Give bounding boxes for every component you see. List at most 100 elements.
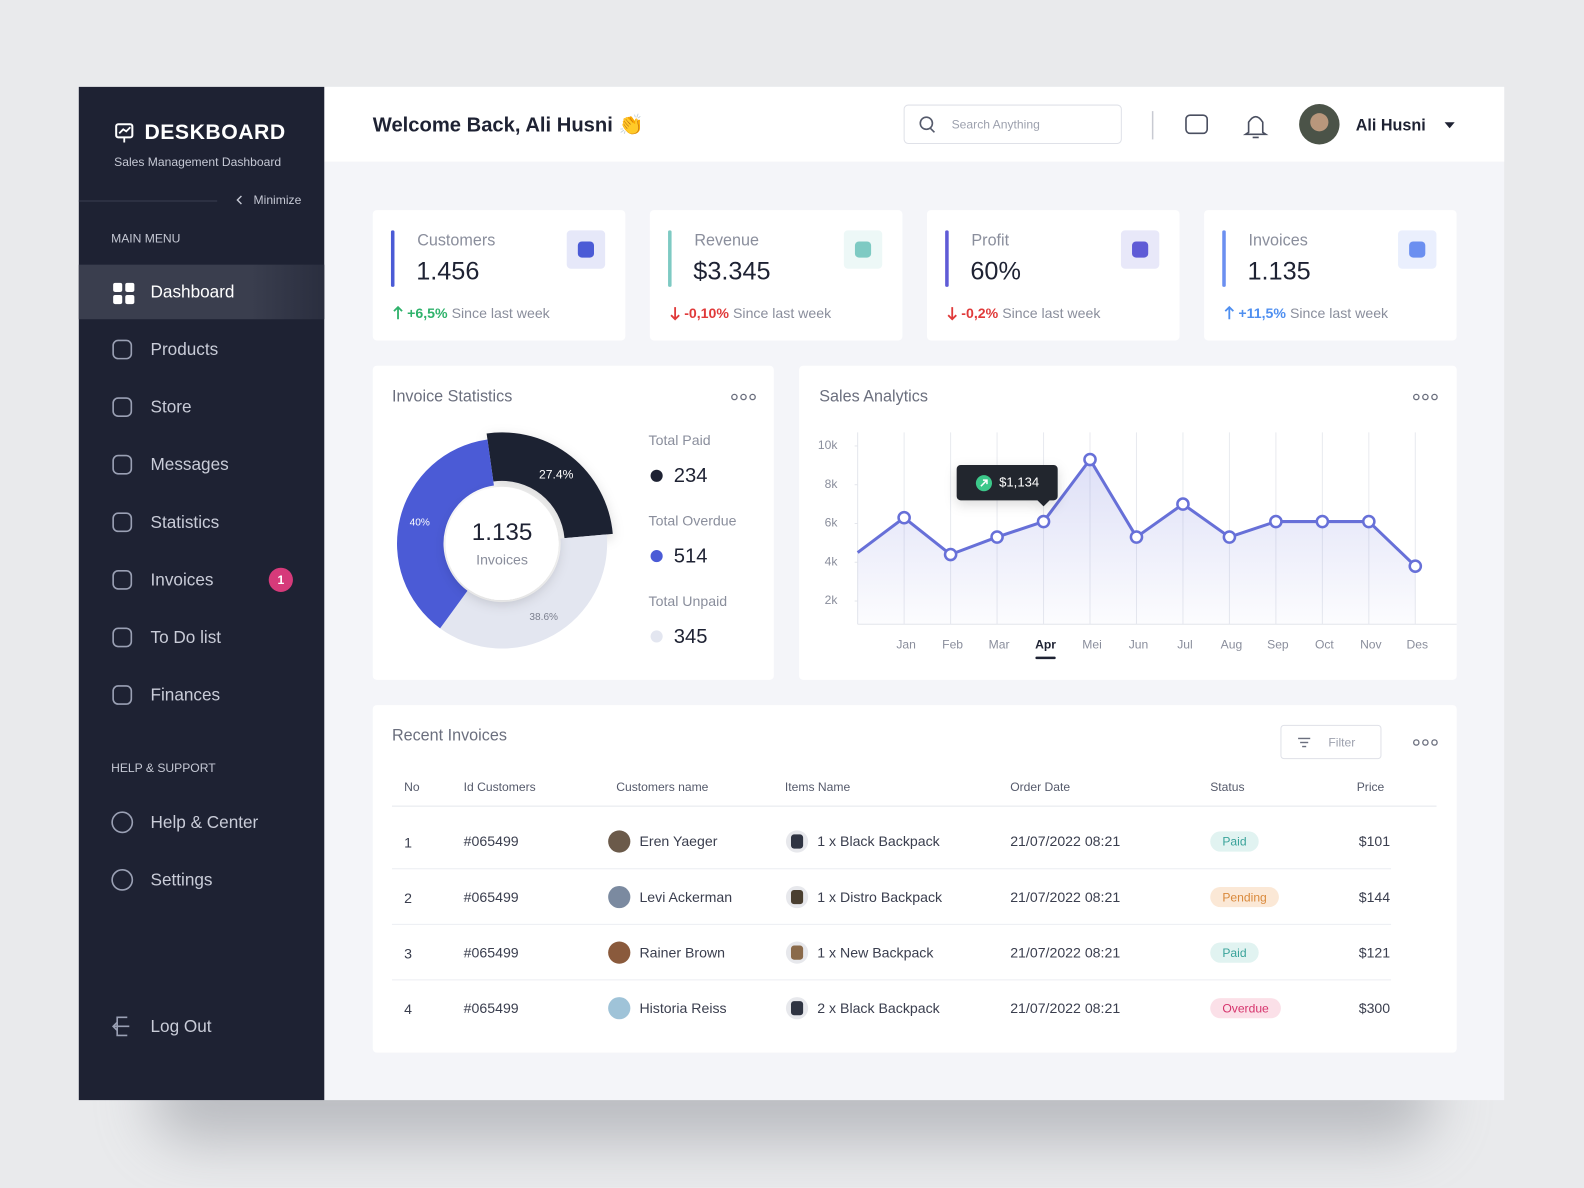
cell-price: $121 [1359, 944, 1391, 960]
x-tick-label: Apr [1035, 638, 1056, 652]
cell-customer: Levi Ackerman [639, 889, 732, 905]
legend-label: Total Paid [649, 432, 711, 448]
cell-customer: Eren Yaeger [639, 833, 717, 849]
point [990, 530, 1004, 544]
stat-label: Profit [971, 232, 1009, 250]
stat-icon [1132, 241, 1149, 258]
menu-item[interactable]: Products [151, 339, 219, 359]
stat-label: Revenue [694, 232, 759, 250]
status-label: Paid [1222, 835, 1246, 849]
welcome-title: Welcome Back, Ali Husni 👏 [373, 113, 644, 137]
section-label: MAIN MENU [111, 232, 180, 246]
menu-icon [112, 339, 133, 360]
menu-dots[interactable] [731, 393, 738, 401]
x-tick-label: Jul [1177, 638, 1192, 652]
menu-item[interactable]: Dashboard [151, 281, 235, 301]
logout-button[interactable]: Log Out [151, 1016, 212, 1036]
stat-change: +11,5% [1238, 305, 1286, 321]
x-tick-label: Mar [989, 638, 1010, 652]
user-menu-caret[interactable] [1444, 122, 1455, 129]
tooltip-box [956, 464, 1058, 507]
menu-item[interactable]: Messages [151, 454, 229, 474]
cell-id: #065499 [464, 944, 519, 960]
legend-dot [650, 550, 663, 563]
menu-icon [113, 294, 123, 305]
menu-icon [112, 685, 133, 705]
y-tick-label: 8k [825, 477, 839, 491]
stat-icon [854, 241, 872, 258]
donut-label: 27.4% [539, 468, 574, 482]
logout-icon [111, 1016, 130, 1037]
messages-button[interactable] [1185, 114, 1209, 135]
tooltip-icon-arrow [980, 479, 988, 487]
cell-item: 1 x Distro Backpack [817, 889, 943, 905]
chevron [236, 195, 242, 205]
active-underline [1035, 656, 1056, 660]
donut-label: 40% [410, 518, 430, 529]
menu-dots[interactable] [1431, 739, 1438, 746]
menu-item[interactable]: To Do list [151, 627, 222, 647]
menu-item[interactable]: Settings [151, 869, 213, 889]
badge-count: 1 [277, 573, 284, 587]
point [1176, 497, 1190, 511]
menu-item[interactable]: Statistics [151, 512, 220, 532]
column-header: Status [1210, 780, 1244, 794]
status-pill [1210, 831, 1259, 852]
trend-arrow [393, 305, 403, 320]
point [1036, 514, 1051, 529]
status-pill [1210, 942, 1259, 963]
menu-item[interactable]: Store [151, 397, 192, 417]
menu-dots[interactable] [1431, 393, 1438, 401]
menu-dots[interactable] [1413, 393, 1420, 401]
y-tick-label: 2k [825, 593, 839, 607]
menu-icon [111, 868, 134, 891]
cell-date: 21/07/2022 08:21 [1010, 833, 1120, 849]
x-tick-label: Jan [896, 638, 916, 652]
menu-item[interactable]: Invoices [151, 569, 214, 589]
search-box[interactable] [903, 104, 1122, 144]
stat-accent [390, 230, 395, 287]
x-tick-label: Jun [1129, 638, 1149, 652]
item-thumb-bag [790, 1001, 804, 1016]
menu-dots[interactable] [1422, 739, 1429, 746]
column-header: Id Customers [464, 780, 536, 794]
minimize-button[interactable]: Minimize [254, 193, 302, 207]
donut-label: 38.6% [529, 612, 558, 623]
menu-dots[interactable] [749, 393, 756, 401]
column-header: Price [1357, 780, 1385, 794]
customer-avatar [608, 997, 631, 1020]
status-pill [1210, 886, 1279, 908]
stat-value: 60% [970, 257, 1021, 285]
trend-arrow [670, 307, 680, 321]
legend-value: 234 [674, 465, 708, 487]
menu-icon [125, 282, 135, 292]
x-tick-label: Aug [1221, 638, 1243, 652]
menu-item[interactable]: Finances [151, 685, 221, 705]
brand-icon-line [118, 126, 131, 143]
panel [372, 705, 1457, 1053]
cell-no: 3 [404, 945, 412, 961]
stat-label: Customers [417, 232, 495, 250]
cell-date: 21/07/2022 08:21 [1010, 944, 1120, 960]
menu-dots[interactable] [1413, 739, 1420, 746]
stat-card [649, 210, 903, 341]
search-icon [929, 127, 936, 133]
status-label: Overdue [1222, 1001, 1269, 1015]
menu-item[interactable]: Help & Center [151, 812, 259, 832]
notifications-button[interactable] [1242, 115, 1269, 139]
x-tick-label: Feb [942, 638, 963, 652]
cell-id: #065499 [464, 1000, 519, 1016]
customer-avatar [608, 885, 631, 909]
column-header: No [404, 780, 420, 794]
point [1362, 514, 1376, 529]
menu-dots[interactable] [1422, 393, 1429, 401]
content: DESKBOARD Sales Management Dashboard Minim… [111, 104, 1457, 1053]
menu-dots[interactable] [740, 393, 747, 401]
donut-center [445, 486, 559, 601]
menu-icon [112, 397, 133, 418]
stat-accent [1222, 230, 1226, 287]
cell-price: $101 [1359, 833, 1391, 849]
filter-button[interactable] [1280, 724, 1382, 760]
filter-label: Filter [1328, 736, 1355, 750]
